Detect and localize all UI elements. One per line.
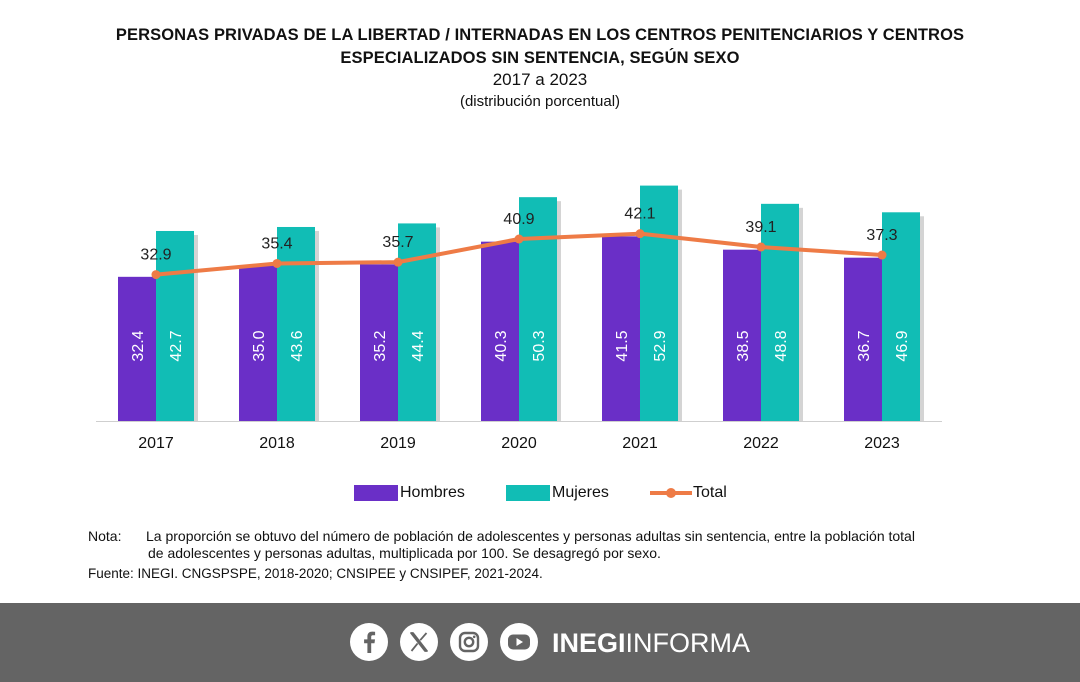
- data-label-hombres-2017: 32.4: [130, 330, 147, 361]
- bar-hombres-2017: [118, 276, 156, 421]
- point-total-2019: [393, 257, 403, 267]
- data-label-total-2017: 32.9: [140, 247, 171, 264]
- point-total-2023: [877, 250, 887, 260]
- point-total-2017: [151, 270, 161, 280]
- point-total-2018: [272, 258, 282, 268]
- x-tick-label-2018: 2018: [259, 435, 295, 452]
- bar-hombres-2018: [239, 265, 277, 421]
- bar-hombres-2023: [844, 257, 882, 421]
- data-label-total-2023: 37.3: [866, 227, 897, 244]
- data-label-mujeres-2018: 43.6: [289, 330, 306, 361]
- bar-hombres-2019: [360, 264, 398, 421]
- chart-legend: Hombres Mujeres Total: [0, 484, 1080, 506]
- facebook-icon[interactable]: [350, 623, 388, 661]
- data-label-hombres-2020: 40.3: [493, 330, 510, 361]
- data-label-mujeres-2017: 42.7: [168, 330, 185, 361]
- note-text-line2: de adolescentes y personas adultas, mult…: [148, 545, 661, 561]
- data-label-hombres-2019: 35.2: [372, 330, 389, 361]
- data-label-hombres-2023: 36.7: [856, 330, 873, 361]
- data-label-total-2018: 35.4: [261, 235, 292, 252]
- point-total-2021: [635, 229, 645, 239]
- bar-hombres-2021: [602, 236, 640, 421]
- x-tick-label-2019: 2019: [380, 435, 416, 452]
- note-label: Nota:: [88, 528, 122, 544]
- data-label-total-2021: 42.1: [624, 206, 655, 223]
- source-label: Fuente:: [88, 566, 134, 581]
- legend-swatch-hombres: [354, 485, 398, 501]
- bar-line-chart: 32.4 42.7 2017 35.0 43.6 2018 35.2 44.4 2019 40.3…: [96, 185, 942, 452]
- legend-label-total: Total: [693, 484, 727, 501]
- bar-mujeres-2017: [156, 230, 194, 421]
- youtube-icon[interactable]: [500, 623, 538, 661]
- legend-item-mujeres: Mujeres: [506, 484, 609, 502]
- legend-line-total: [650, 488, 692, 498]
- bar-mujeres-2018: [277, 226, 315, 421]
- bar-mujeres-2023: [882, 212, 920, 421]
- legend-label-hombres: Hombres: [400, 484, 465, 501]
- bar-mujeres-2021: [640, 185, 678, 421]
- legend-swatch-mujeres: [506, 485, 550, 501]
- legend-item-total: Total: [649, 484, 727, 502]
- x-tick-label-2023: 2023: [864, 435, 900, 452]
- data-label-mujeres-2022: 48.8: [773, 330, 790, 361]
- legend-label-mujeres: Mujeres: [552, 484, 609, 501]
- data-label-hombres-2022: 38.5: [735, 330, 752, 361]
- data-label-mujeres-2019: 44.4: [410, 330, 427, 361]
- point-total-2020: [514, 234, 524, 244]
- brand-light: INFORMA: [625, 628, 751, 658]
- inegi-informa-logo[interactable]: INEGIINFORMA: [552, 627, 750, 659]
- data-label-total-2020: 40.9: [503, 211, 534, 228]
- data-label-hombres-2018: 35.0: [251, 330, 268, 361]
- data-label-total-2019: 35.7: [382, 234, 413, 251]
- footer-bar: INEGIINFORMA: [0, 603, 1080, 682]
- legend-item-hombres: Hombres: [354, 484, 465, 502]
- brand-bold: INEGI: [552, 628, 626, 658]
- bar-mujeres-2022: [761, 203, 799, 421]
- data-label-hombres-2021: 41.5: [614, 330, 631, 361]
- bar-mujeres-2019: [398, 223, 436, 421]
- chart-subtitle-years: 2017 a 2023: [492, 70, 588, 89]
- source-line: Fuente: INEGI. CNGSPSPE, 2018-2020; CNSI…: [88, 565, 543, 582]
- bar-hombres-2022: [723, 249, 761, 421]
- point-total-2022: [756, 242, 766, 252]
- x-icon[interactable]: [400, 623, 438, 661]
- chart-subtitle-units: (distribución porcentual): [459, 93, 621, 110]
- x-tick-label-2017: 2017: [138, 435, 174, 452]
- data-label-mujeres-2020: 50.3: [531, 330, 548, 361]
- x-tick-label-2022: 2022: [743, 435, 779, 452]
- bar-mujeres-2020: [519, 197, 557, 421]
- source-text: INEGI. CNGSPSPE, 2018-2020; CNSIPEE y CN…: [137, 566, 543, 581]
- chart-title-line1: PERSONAS PRIVADAS DE LA LIBERTAD / INTER…: [115, 26, 965, 44]
- instagram-icon[interactable]: [450, 623, 488, 661]
- data-label-total-2022: 39.1: [745, 219, 776, 236]
- data-label-mujeres-2023: 46.9: [894, 330, 911, 361]
- data-label-mujeres-2021: 52.9: [652, 330, 669, 361]
- chart-title-line2: ESPECIALIZADOS SIN SENTENCIA, SEGÚN SEXO: [340, 49, 740, 67]
- note-text-line1: La proporción se obtuvo del número de po…: [146, 528, 915, 544]
- x-tick-label-2021: 2021: [622, 435, 658, 452]
- x-tick-label-2020: 2020: [501, 435, 537, 452]
- bar-hombres-2020: [481, 241, 519, 421]
